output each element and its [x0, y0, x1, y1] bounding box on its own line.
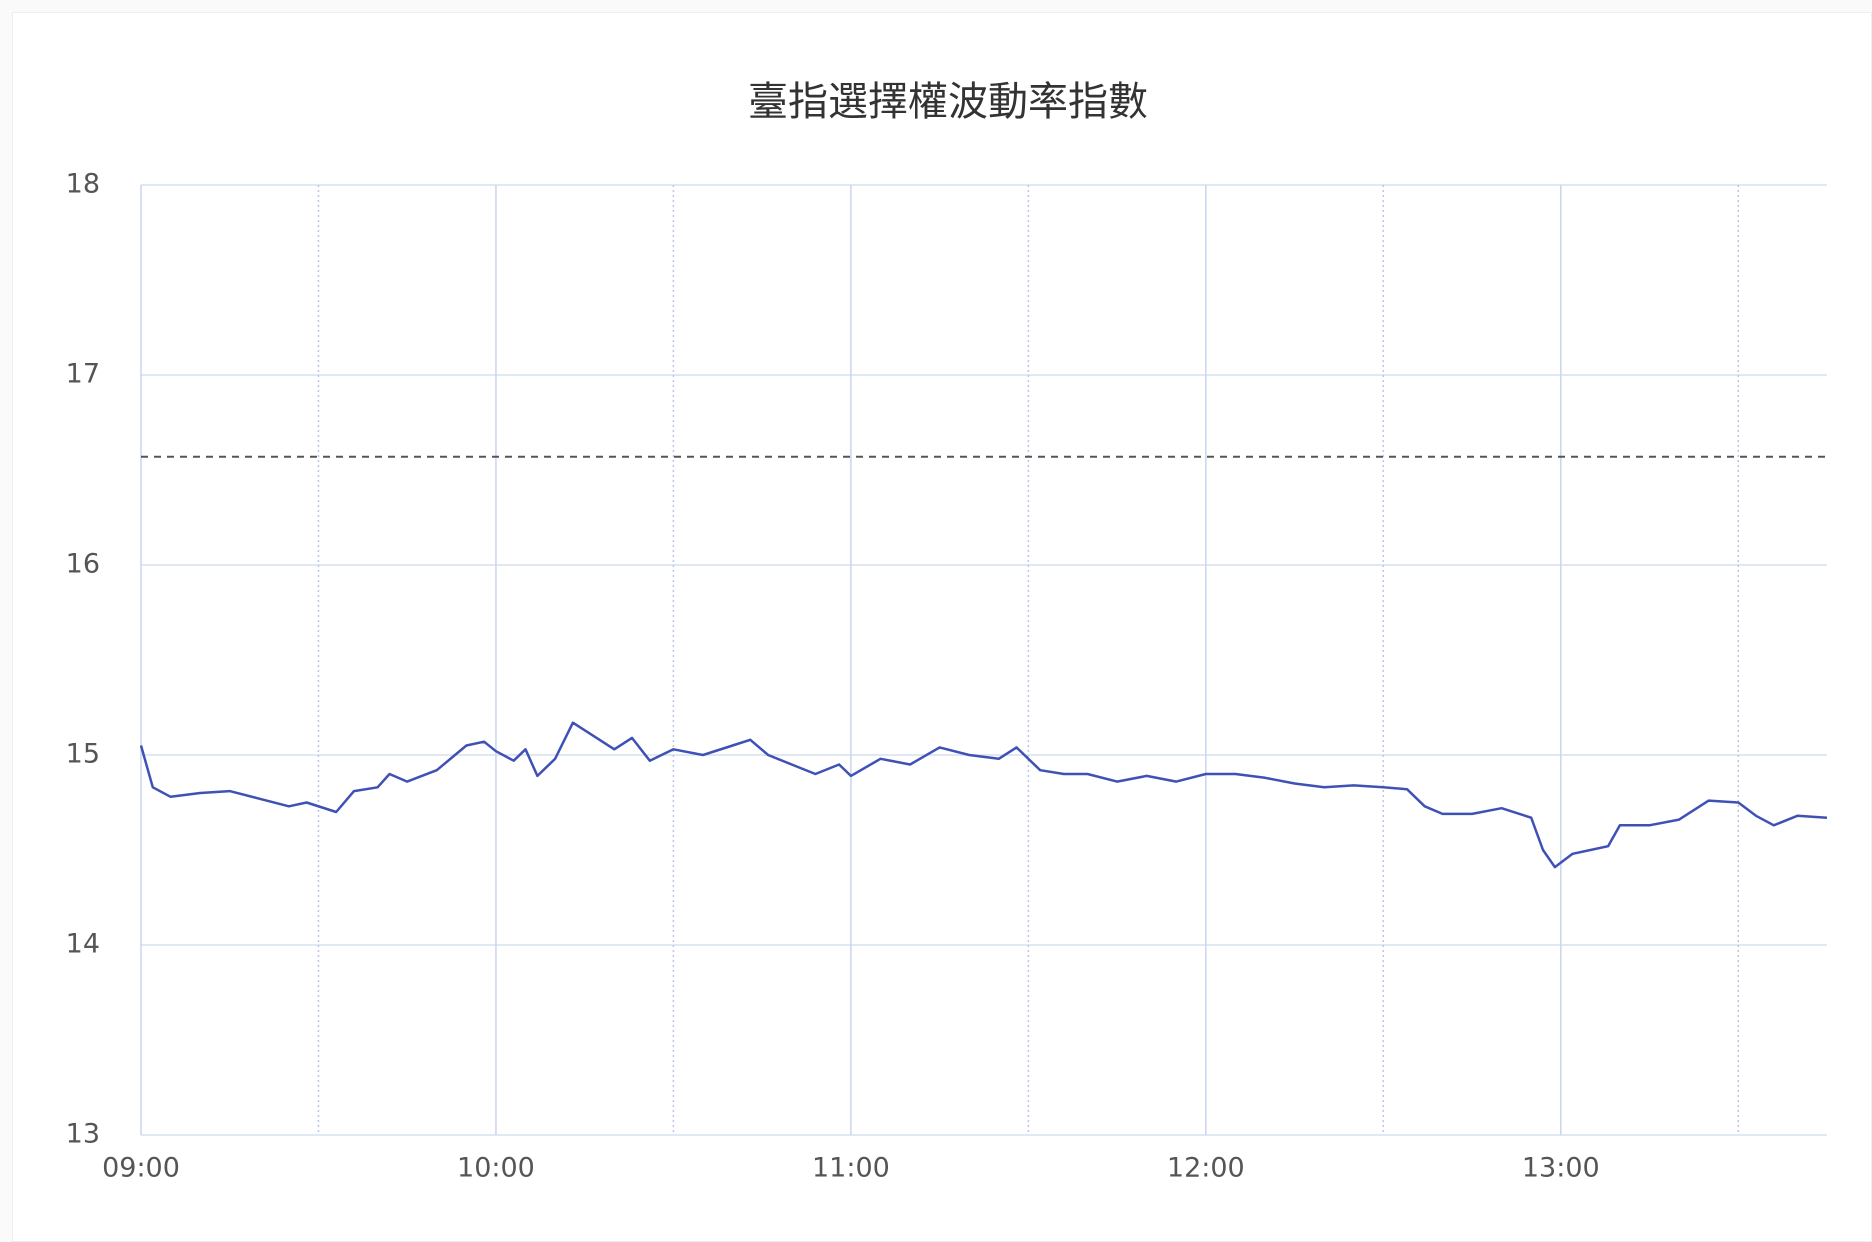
y-tick-label: 13 [66, 1119, 100, 1150]
y-tick-label: 14 [66, 929, 100, 960]
x-tick-label: 12:00 [1167, 1153, 1245, 1184]
chart-card [12, 12, 1872, 1242]
x-tick-label: 10:00 [457, 1153, 535, 1184]
x-tick-label: 09:00 [102, 1153, 180, 1184]
y-tick-label: 15 [66, 739, 100, 770]
x-tick-label: 11:00 [812, 1153, 890, 1184]
y-tick-label: 17 [66, 359, 100, 390]
y-tick-label: 16 [66, 549, 100, 580]
series-line [139, 721, 1828, 869]
y-tick-label: 18 [66, 169, 100, 200]
x-tick-label: 13:00 [1522, 1153, 1600, 1184]
chart-title: 臺指選擇權波動率指數 [748, 79, 1148, 125]
